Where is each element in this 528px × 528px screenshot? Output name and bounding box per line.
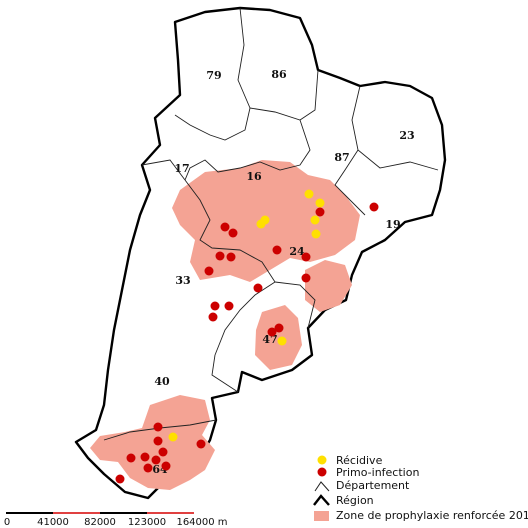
department-label: 40: [154, 375, 170, 388]
point: [260, 215, 270, 225]
point: [208, 312, 218, 322]
point: [267, 327, 277, 337]
legend-symbol: [317, 467, 327, 477]
department-label: 87: [334, 151, 349, 164]
legend-label: Récidive: [336, 454, 383, 467]
point: [151, 455, 161, 465]
zone: [90, 395, 215, 490]
point: [253, 283, 263, 293]
point: [204, 266, 214, 276]
department-label: 33: [175, 274, 190, 287]
department-label: 23: [399, 129, 414, 142]
point: [304, 189, 314, 199]
point: [220, 222, 230, 232]
point: [153, 436, 163, 446]
point: [126, 453, 136, 463]
legend-symbol: [314, 511, 329, 521]
department-border: [184, 179, 276, 356]
legend-symbol: [314, 481, 330, 492]
point: [161, 461, 171, 471]
legend-label: Département: [336, 479, 410, 492]
scale-bar: 0 41000 82000 123000 164000 m: [4, 512, 228, 528]
department-label: 19: [385, 218, 400, 231]
zone: [305, 260, 352, 312]
point: [315, 207, 325, 217]
legend-label: Zone de prophylaxie renforcée 2019: [336, 509, 528, 522]
department-border: [274, 281, 316, 329]
point: [315, 198, 325, 208]
point: [228, 228, 238, 238]
point: [196, 439, 206, 449]
point: [301, 252, 311, 262]
point: [215, 251, 225, 261]
department-label: 16: [246, 170, 262, 183]
department-label: 86: [271, 68, 287, 81]
department-label: 24: [289, 245, 305, 258]
scale-label: 82000: [84, 517, 116, 528]
department-border: [211, 354, 239, 393]
department-label: 47: [262, 333, 277, 346]
point: [369, 202, 379, 212]
point: [143, 463, 153, 473]
department-border: [184, 119, 311, 181]
point: [224, 301, 234, 311]
department-label: 17: [174, 162, 189, 175]
legend-symbol: [313, 494, 330, 506]
point: [153, 422, 163, 432]
point: [210, 301, 220, 311]
point: [226, 252, 236, 262]
scale-label: 164000 m: [176, 517, 227, 528]
scale-segment: [6, 512, 53, 514]
department-border: [334, 149, 366, 216]
point: [140, 452, 150, 462]
scale-segment: [100, 512, 147, 514]
department-border: [351, 85, 439, 171]
point: [115, 474, 125, 484]
department-label: 79: [206, 69, 221, 82]
scale-segment: [53, 512, 100, 514]
legend-label: Primo-infection: [336, 466, 419, 479]
point: [168, 432, 178, 442]
zone: [255, 305, 302, 370]
primo-infection-points: [115, 202, 379, 484]
point: [277, 336, 287, 346]
point: [158, 447, 168, 457]
scale-label: 0: [4, 517, 10, 528]
point: [310, 215, 320, 225]
scale-label: 123000: [128, 517, 166, 528]
point: [274, 323, 284, 333]
point: [311, 229, 321, 239]
legend: Récidive Primo-infection Département Rég…: [313, 454, 528, 522]
recidive-points: [168, 189, 325, 442]
legend-label: Région: [336, 494, 374, 507]
scale-label: 41000: [37, 517, 69, 528]
department-border: [174, 7, 251, 141]
point: [301, 273, 311, 283]
legend-symbol: [317, 455, 327, 465]
department-borders: [103, 7, 439, 441]
point: [272, 245, 282, 255]
department-border: [141, 159, 186, 181]
scale-segment: [147, 512, 194, 514]
